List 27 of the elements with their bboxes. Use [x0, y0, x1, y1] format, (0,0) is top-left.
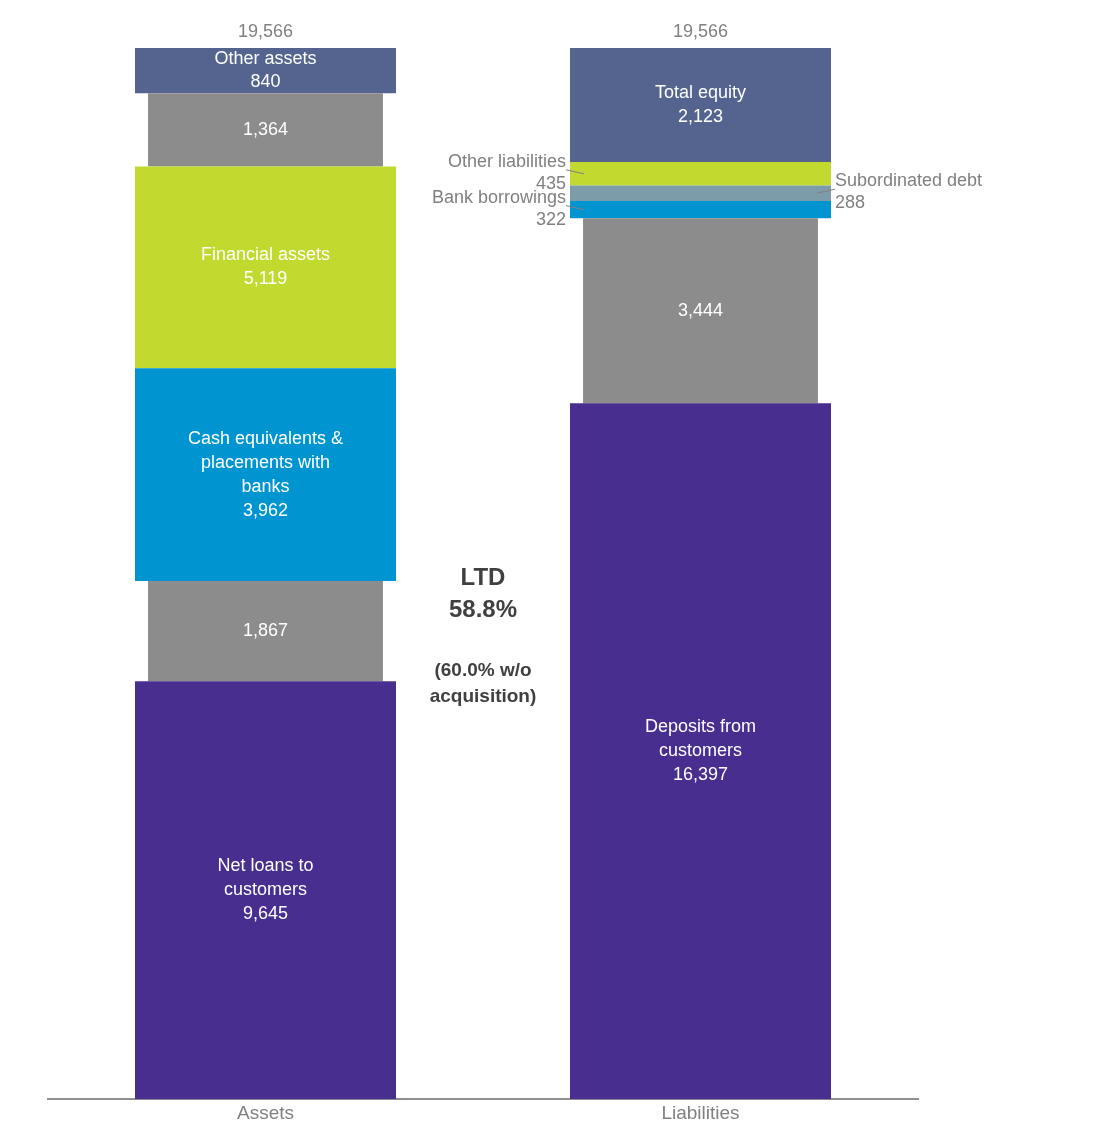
data-label: 322	[535, 208, 566, 229]
data-label: 840	[250, 70, 281, 91]
series-label: Other liabilities	[447, 150, 566, 171]
x-tick-label: Liabilities	[661, 1101, 740, 1123]
annotation: 16,397	[672, 764, 729, 785]
annotation: LTD	[460, 563, 506, 591]
data-label: 2,123	[677, 106, 724, 127]
annotation: (60.0% w/o acquisition)	[429, 659, 537, 707]
series-label: Other assets	[214, 48, 317, 69]
series-label: Net loans to customers	[217, 855, 314, 900]
annotation: 58.8%	[448, 595, 518, 623]
series-label: Deposits from customers	[644, 716, 757, 761]
series-label: Financial assets	[200, 244, 331, 265]
data-label: 3,962	[242, 499, 289, 520]
series-label: Cash equivalents & placements with banks	[187, 427, 344, 496]
data-label: 3,444	[677, 299, 724, 320]
series-label: Total equity	[654, 82, 747, 103]
data-label: 288	[835, 192, 866, 213]
data-label: 435	[535, 172, 566, 193]
annotation: 9,645	[242, 903, 289, 924]
annotation: 5,119	[243, 268, 288, 289]
x-tick-label: Assets	[236, 1101, 295, 1123]
series-label: Subordinated debt	[835, 170, 983, 191]
data-label: 1,364	[242, 118, 289, 139]
total-label: 19,566	[672, 21, 729, 42]
data-label: 1,867	[242, 620, 289, 641]
total-label: 19,566	[237, 20, 294, 41]
